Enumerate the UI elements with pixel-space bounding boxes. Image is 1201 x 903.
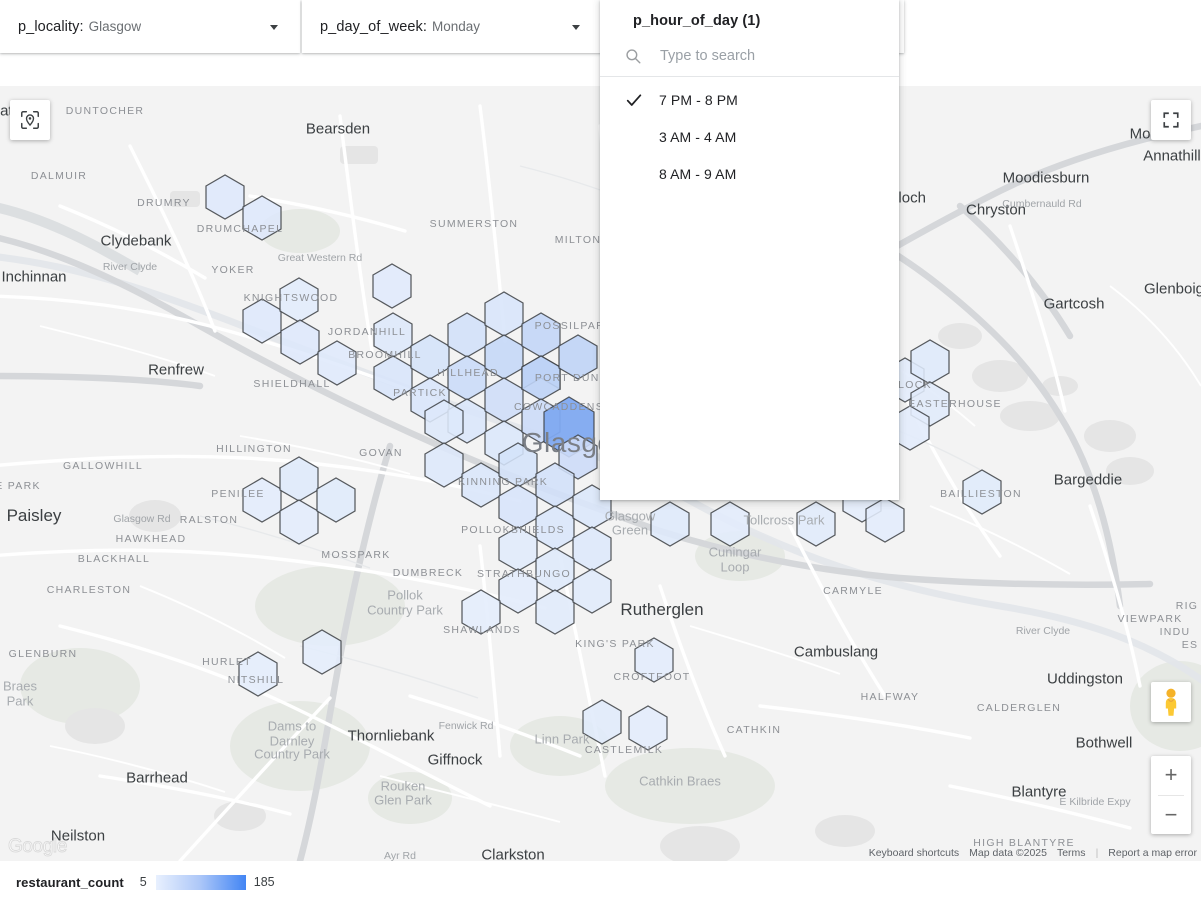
zoom-in-button[interactable]: + [1164, 762, 1178, 788]
check-icon [624, 90, 644, 110]
fullscreen-button[interactable] [1151, 100, 1191, 140]
dropdown-option-label: 8 AM - 9 AM [659, 165, 737, 182]
chevron-down-icon[interactable] [270, 24, 278, 30]
dropdown-option-1[interactable]: 3 AM - 4 AM [600, 118, 899, 155]
dropdown-option-list: 7 PM - 8 PM 3 AM - 4 AM 8 AM - 9 AM [600, 77, 899, 192]
svg-text:Google: Google [8, 836, 67, 857]
filter-p-locality[interactable]: p_locality: Glasgow [0, 0, 300, 53]
recenter-pin-icon [21, 111, 39, 129]
keyboard-shortcuts-link[interactable]: Keyboard shortcuts [868, 847, 960, 859]
map-attribution: Keyboard shortcuts Map data ©2025 Terms … [869, 847, 1197, 859]
legend-color-ramp [155, 874, 246, 890]
check-icon-placeholder [624, 164, 644, 184]
filter-label-p-day-of-week: p_day_of_week [320, 18, 423, 35]
filter-value-p-locality: Glasgow [88, 19, 142, 34]
google-logo: Google [8, 835, 74, 857]
hexbin-layer [205, 174, 1002, 751]
attribution-separator: | [1095, 847, 1099, 859]
dropdown-option-label: 3 AM - 4 AM [659, 128, 737, 145]
zoom-controls[interactable]: + − [1151, 756, 1191, 834]
street-view-pegman-icon [1165, 688, 1177, 716]
filter-p-day-of-week[interactable]: p_day_of_week: Monday [302, 0, 602, 53]
dropdown-option-0[interactable]: 7 PM - 8 PM [600, 81, 899, 118]
map-data-copyright: Map data ©2025 [969, 847, 1047, 859]
legend-max-value: 185 [253, 875, 275, 889]
chevron-down-icon[interactable] [572, 24, 580, 30]
zoom-out-button[interactable]: − [1164, 801, 1178, 827]
dropdown-divider [600, 76, 899, 77]
fullscreen-icon [1163, 112, 1179, 128]
dropdown-option-2[interactable]: 8 AM - 9 AM [600, 155, 899, 192]
legend-title: restaurant_count [16, 874, 124, 890]
filter-colon: : [422, 18, 428, 35]
dropdown-search-row[interactable] [600, 39, 899, 73]
street-view-pegman-button[interactable] [1151, 682, 1191, 722]
legend-min-value: 5 [139, 875, 147, 889]
search-input[interactable] [660, 43, 870, 69]
dropdown-option-label: 7 PM - 8 PM [659, 91, 738, 108]
terms-link[interactable]: Terms [1056, 847, 1086, 859]
report-map-error-link[interactable]: Report a map error [1108, 847, 1197, 859]
p-hour-of-day-dropdown[interactable]: p_hour_of_day (1) 7 PM - 8 PM 3 AM - 4 A… [600, 0, 899, 500]
legend-bar: restaurant_count 5 185 [0, 861, 1201, 903]
dropdown-title: p_hour_of_day (1) [633, 13, 761, 29]
filter-value-p-day-of-week: Monday [432, 19, 481, 34]
filter-label-p-locality: p_locality [18, 18, 80, 35]
google-wordmark-icon: Google [8, 836, 68, 857]
check-icon-placeholder [624, 127, 644, 147]
search-icon [626, 49, 641, 64]
filter-colon: : [79, 18, 84, 35]
zoom-separator [1158, 794, 1184, 796]
recenter-map-button[interactable] [10, 100, 50, 140]
